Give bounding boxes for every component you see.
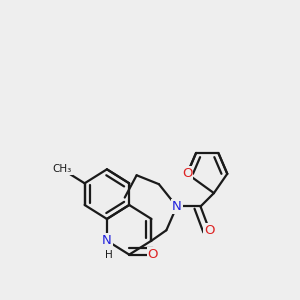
Text: N: N bbox=[102, 234, 112, 247]
Text: N: N bbox=[172, 200, 182, 213]
Text: CH₃: CH₃ bbox=[53, 164, 72, 174]
Text: O: O bbox=[204, 224, 215, 237]
Text: O: O bbox=[182, 167, 192, 180]
Text: H: H bbox=[104, 250, 112, 260]
Text: O: O bbox=[148, 248, 158, 261]
